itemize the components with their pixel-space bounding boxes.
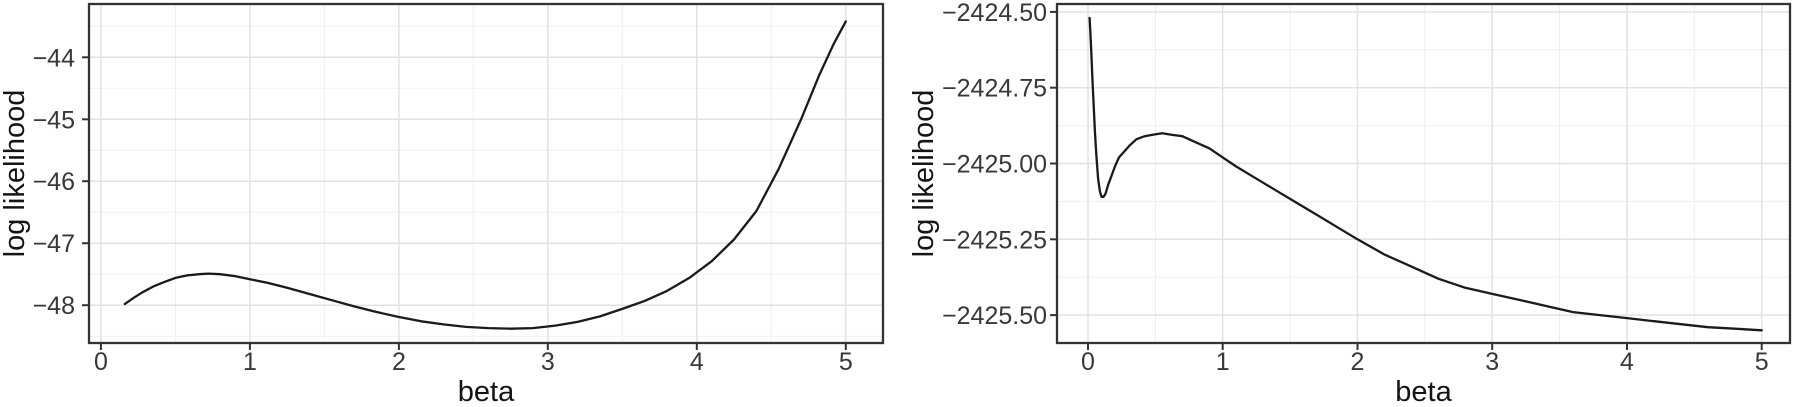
loglikelihood-curve bbox=[123, 20, 847, 330]
y-tick-label: −2424.75 bbox=[942, 75, 1047, 103]
x-tick-label: 3 bbox=[541, 348, 555, 376]
y-tick-label: −2425.50 bbox=[942, 302, 1047, 330]
x-axis-title: beta bbox=[458, 376, 515, 407]
panel-background bbox=[89, 4, 883, 343]
x-tick-label: 1 bbox=[1216, 348, 1230, 376]
y-tick-label: −44 bbox=[33, 44, 76, 72]
x-tick-label: 0 bbox=[1081, 348, 1095, 376]
plot-loglik-vs-beta-right: 0 1 2 3 4 5 −2424.50 −2424.75 −2425.00 −2425.25 −2… bbox=[896, 0, 1796, 407]
chart-svg: 0 1 2 3 4 5 −2424.50 −2424.75 −2425.00 −2425.25 −2… bbox=[908, 0, 1792, 407]
x-tick-label: 5 bbox=[839, 348, 853, 376]
y-tick-label: −45 bbox=[33, 106, 75, 134]
loglikelihood-curve bbox=[1088, 16, 1763, 332]
x-tick-label: 5 bbox=[1755, 348, 1769, 376]
panel-border bbox=[1055, 2, 1792, 345]
y-axis-title: log likelihood bbox=[0, 90, 31, 258]
panel-border bbox=[87, 2, 885, 345]
x-tick-label: 3 bbox=[1485, 348, 1499, 376]
y-tick-label: −47 bbox=[33, 230, 75, 258]
y-tick-label: −2424.50 bbox=[942, 0, 1047, 27]
x-tick-label: 2 bbox=[1351, 348, 1365, 376]
x-tick-label: 2 bbox=[392, 348, 406, 376]
y-tick-label: −46 bbox=[33, 168, 75, 196]
x-tick-label: 0 bbox=[94, 348, 108, 376]
x-tick-label: 4 bbox=[1620, 348, 1634, 376]
chart-svg: 0 1 2 3 4 5 −44 −45 −46 −47 −48 beta log likelihood bbox=[0, 2, 885, 407]
y-tick-label: −48 bbox=[33, 292, 75, 320]
y-axis-title: log likelihood bbox=[908, 90, 940, 258]
y-tick-label: −2425.00 bbox=[942, 151, 1047, 179]
y-tick-label: −2425.25 bbox=[942, 226, 1047, 254]
x-axis-title: beta bbox=[1395, 376, 1452, 407]
plot-loglik-vs-beta-left: 0 1 2 3 4 5 −44 −45 −46 −47 −48 beta log likelihood bbox=[0, 0, 896, 407]
panel-background bbox=[1057, 4, 1790, 343]
x-tick-label: 1 bbox=[243, 348, 257, 376]
x-tick-label: 4 bbox=[690, 348, 704, 376]
